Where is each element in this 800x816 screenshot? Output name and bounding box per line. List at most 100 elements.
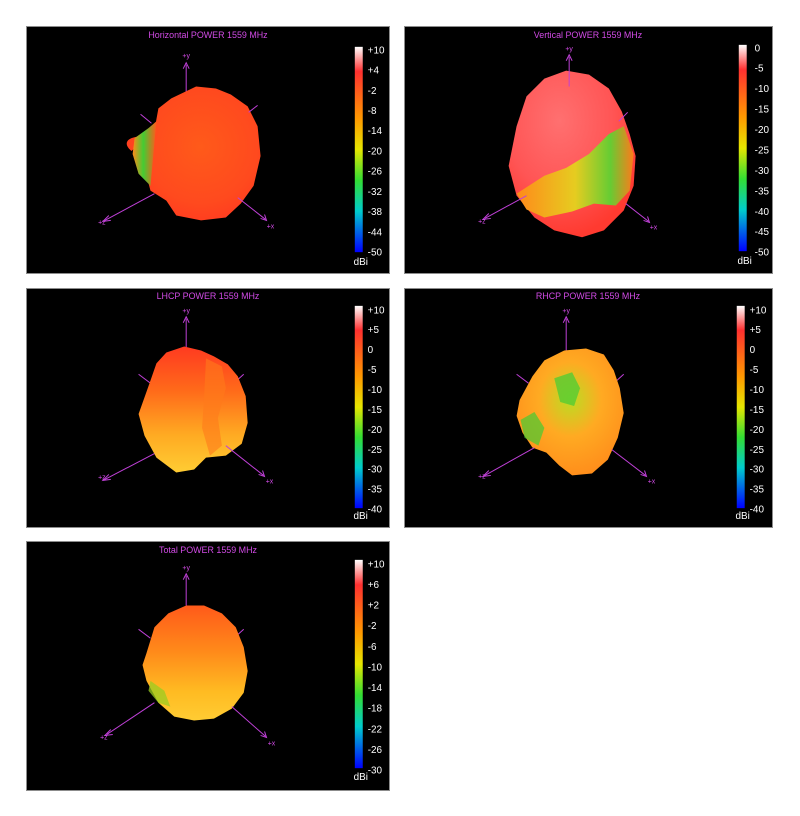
y-axis-label: +y [182, 53, 190, 60]
color-scale-tick-label: -30 [750, 465, 765, 476]
color-scale-tick-label: -10 [368, 662, 383, 673]
color-scale-ticks: +10 +4 -2 -8 -14 -20 -26 -32 -38 -44 -50 [368, 45, 385, 258]
color-scale-tick-label: -25 [368, 445, 383, 456]
radiation-pattern-surface [516, 348, 624, 476]
color-scale-tick-label: 0 [750, 345, 756, 356]
x-axis-label: +x [266, 478, 274, 485]
color-scale-tick-label: +10 [750, 305, 767, 316]
color-scale-tick-label: -50 [368, 248, 383, 259]
radiation-pattern-surface [126, 86, 261, 221]
color-scale-tick-label: -2 [368, 621, 377, 632]
axis-stub [618, 111, 629, 122]
y-axis-label: +y [562, 308, 570, 315]
x-axis-line [237, 197, 266, 220]
y-axis-arrow [182, 61, 190, 69]
color-scale-tick-label: +2 [368, 601, 380, 612]
color-scale-tick-label: -5 [368, 365, 377, 376]
y-axis-label: +y [182, 565, 190, 572]
color-scale-bar [738, 44, 747, 252]
color-scale-unit: dBi [354, 257, 368, 268]
color-scale-bar [736, 305, 745, 509]
color-scale-tick-label: -45 [755, 227, 770, 238]
chart-title: Vertical POWER 1559 MHz [534, 30, 643, 40]
axis-stub [140, 113, 152, 124]
color-scale-tick-label: -6 [368, 642, 377, 653]
color-scale-unit: dBi [354, 511, 368, 522]
color-scale-tick-label: +4 [368, 66, 380, 77]
color-scale-tick-label: -10 [750, 385, 765, 396]
color-scale-tick-label: -25 [755, 145, 770, 156]
z-axis-arrow [101, 474, 111, 482]
z-axis-label: +z [98, 219, 106, 226]
color-scale-tick-label: +10 [368, 559, 385, 570]
color-scale-tick-label: -30 [368, 465, 383, 476]
z-axis-arrow [481, 213, 491, 221]
z-axis-line [104, 453, 155, 480]
z-axis-label: +z [100, 734, 108, 741]
x-axis-label: +x [650, 224, 658, 231]
color-scale-tick-label: -38 [368, 207, 383, 218]
color-scale-ticks: +10 +6 +2 -2 -6 -10 -14 -18 -22 -26 -30 [368, 559, 385, 776]
y-axis-arrow [182, 315, 190, 323]
z-axis-arrow [101, 215, 111, 223]
color-scale-tick-label: -20 [368, 425, 383, 436]
radiation-pattern-lobe [554, 372, 581, 407]
color-scale-tick-label: -25 [750, 445, 765, 456]
color-scale-bar [354, 305, 363, 509]
color-scale-tick-label: -20 [755, 125, 770, 136]
color-scale-tick-label: -22 [368, 724, 383, 735]
z-axis-line [484, 195, 527, 219]
total-power-plot: Total POWER 1559 MHz +y +z +x +10 +6 +2 -2 -… [100, 545, 385, 783]
axis-stub [138, 373, 151, 384]
x-axis-line [231, 706, 266, 737]
axis-stub [248, 104, 258, 113]
y-axis-arrow [565, 53, 573, 61]
color-scale-tick-label: -44 [368, 227, 383, 238]
horizontal-power-plot: Horizontal POWER 1559 MHz +y +z +x +10 +4… [98, 30, 385, 268]
color-scale-ticks: 0 -5 -10 -15 -20 -25 -30 -35 -40 -45 -50 [755, 43, 770, 258]
x-axis-label: +x [268, 740, 276, 747]
color-scale-tick-label: -40 [750, 505, 765, 516]
color-scale-tick-label: -14 [368, 683, 383, 694]
color-scale-unit: dBi [736, 511, 750, 522]
chart-title: RHCP POWER 1559 MHz [536, 291, 641, 301]
radiation-pattern-surface [142, 605, 248, 721]
x-axis-arrow [643, 216, 651, 224]
z-axis-label: +z [478, 473, 486, 480]
z-axis-arrow [481, 470, 491, 478]
y-axis-arrow [182, 572, 190, 580]
color-scale-tick-label: -30 [755, 166, 770, 177]
x-axis-arrow [258, 470, 266, 478]
chart-title: Horizontal POWER 1559 MHz [148, 30, 268, 40]
color-scale-tick-label: -10 [368, 385, 383, 396]
color-scale-unit: dBi [738, 256, 752, 267]
color-scale-tick-label: -15 [755, 105, 770, 116]
color-scale-tick-label: -20 [368, 146, 383, 157]
y-axis-label: +y [565, 46, 573, 53]
x-axis-arrow [260, 731, 268, 739]
color-scale-tick-label: -35 [755, 186, 770, 197]
color-scale-tick-label: -32 [368, 187, 383, 198]
color-scale-tick-label: -5 [750, 365, 759, 376]
total-power-panel: Total POWER 1559 MHz +y +z +x +10 +6 +2 -2 -… [26, 541, 390, 791]
color-scale-tick-label: -50 [755, 248, 770, 259]
radiation-pattern-lobe [132, 121, 157, 186]
color-scale-tick-label: -40 [755, 207, 770, 218]
color-scale-tick-label: +5 [368, 325, 380, 336]
x-axis-label: +x [648, 478, 656, 485]
vertical-power-plot: Vertical POWER 1559 MHz +y +z +x 0 -5 -10 -… [478, 30, 770, 267]
rhcp-power-panel: RHCP POWER 1559 MHz +y +z +x +10 +5 0 -5 -10… [404, 288, 773, 528]
x-axis-line [225, 445, 264, 476]
x-axis-line [611, 449, 646, 476]
color-scale-bar [354, 559, 363, 769]
radiation-pattern-band [516, 126, 634, 218]
lhcp-power-panel: LHCP POWER 1559 MHz +y +z +x +10 +5 0 -5 -10… [26, 288, 390, 528]
color-scale-tick-label: -18 [368, 704, 383, 715]
horizontal-power-panel: Horizontal POWER 1559 MHz +y +z +x +10 +4… [26, 26, 390, 274]
lhcp-power-plot: LHCP POWER 1559 MHz +y +z +x +10 +5 0 -5 -10… [98, 291, 385, 522]
color-scale-tick-label: +10 [368, 305, 385, 316]
radiation-pattern-lobe [202, 358, 226, 456]
z-axis-line [106, 702, 155, 735]
color-scale-ticks: +10 +5 0 -5 -10 -15 -20 -25 -30 -35 -40 [368, 305, 385, 515]
vertical-power-panel: Vertical POWER 1559 MHz +y +z +x 0 -5 -10 -… [404, 26, 773, 274]
